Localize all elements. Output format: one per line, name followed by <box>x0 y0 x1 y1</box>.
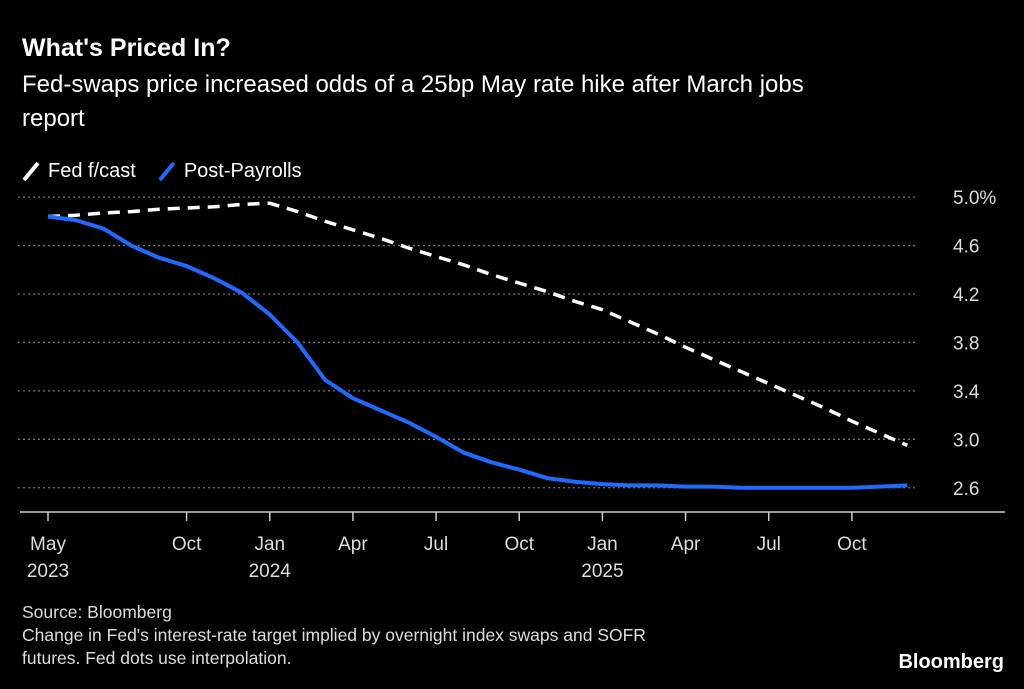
x-tick-label: Jan <box>254 534 285 555</box>
brand-logo: Bloomberg <box>898 651 1004 673</box>
x-tick-label: Jul <box>424 534 448 555</box>
chart-subtitle: report <box>22 105 85 132</box>
legend-swatch <box>158 161 176 182</box>
note: Change in Fed's interest-rate target imp… <box>22 625 646 645</box>
legend-swatch <box>22 161 40 182</box>
series-line <box>47 214 908 490</box>
x-tick-year: 2025 <box>581 561 623 582</box>
x-tick-label: Oct <box>172 534 202 555</box>
x-tick-label: May <box>30 534 66 555</box>
note: futures. Fed dots use interpolation. <box>22 648 291 668</box>
x-tick-label: Oct <box>837 534 867 555</box>
x-tick-year: 2024 <box>249 561 292 582</box>
x-tick-label: Jul <box>757 534 781 555</box>
y-tick-label: 4.6 <box>953 237 979 258</box>
y-tick-label: 3.4 <box>953 382 980 403</box>
source: Source: Bloomberg <box>22 602 172 622</box>
x-tick-label: Apr <box>338 534 368 555</box>
y-tick-label: 5.0% <box>953 188 996 209</box>
chart-subtitle: Fed-swaps price increased odds of a 25bp… <box>22 71 804 98</box>
y-tick-label: 2.6 <box>953 479 979 500</box>
y-tick-label: 3.0 <box>953 430 979 451</box>
chart-title: What's Priced In? <box>22 34 231 62</box>
series-line <box>47 201 909 448</box>
y-tick-label: 4.2 <box>953 285 979 306</box>
x-tick-label: Apr <box>671 534 701 555</box>
legend-label: Fed f/cast <box>48 160 136 182</box>
x-tick-label: Oct <box>504 534 534 555</box>
y-tick-label: 3.8 <box>953 333 979 354</box>
legend-label: Post-Payrolls <box>184 160 302 182</box>
x-tick-year: 2023 <box>27 561 69 582</box>
x-tick-label: Jan <box>587 534 618 555</box>
